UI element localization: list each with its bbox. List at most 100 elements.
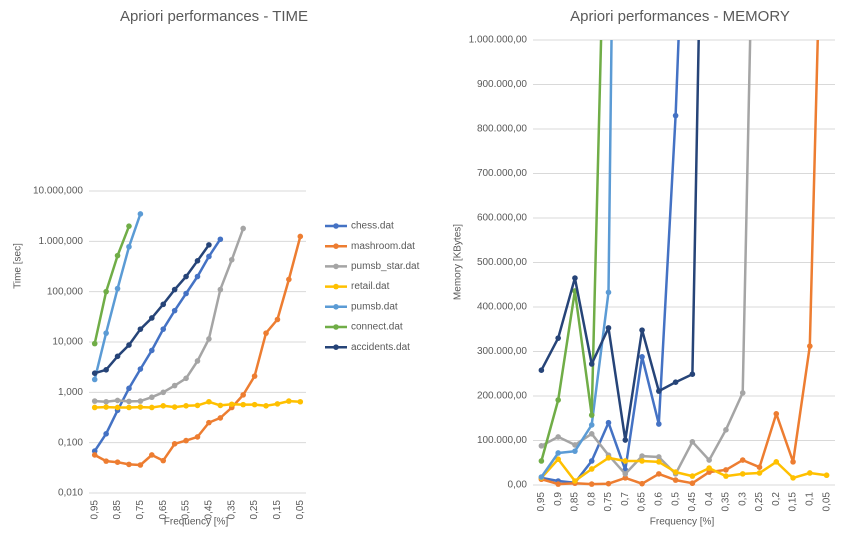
data-point — [137, 404, 144, 410]
y-tick-label: 1.000,000 — [39, 236, 84, 247]
data-point — [183, 437, 189, 444]
series-line — [93, 238, 222, 452]
x-tick-label: 0,7 — [620, 492, 631, 506]
data-point — [286, 276, 292, 283]
data-point — [689, 371, 696, 377]
data-point — [126, 223, 132, 229]
y-tick-label: 200.000,00 — [477, 391, 527, 402]
series-line — [540, 40, 752, 476]
y-tick-label: 0,100 — [58, 437, 83, 448]
data-point — [160, 403, 167, 409]
data-point — [555, 335, 561, 341]
legend-label: mashroom.dat — [351, 241, 415, 252]
x-tick-label: 0,85 — [112, 500, 123, 520]
data-point — [171, 404, 178, 410]
x-tick-label: 0,45 — [687, 492, 698, 512]
y-tick-label: 500.000,00 — [477, 257, 527, 268]
data-point — [639, 327, 645, 333]
x-tick-label: 0,05 — [821, 492, 832, 512]
data-point — [126, 461, 132, 468]
data-point — [773, 459, 780, 465]
data-point — [756, 470, 763, 476]
data-point — [807, 470, 813, 476]
y-tick-label: 0,010 — [58, 488, 83, 499]
data-point — [206, 253, 212, 260]
data-point — [739, 471, 746, 477]
x-tick-label: 0,85 — [570, 492, 581, 512]
data-point — [137, 326, 144, 332]
data-point — [555, 434, 561, 440]
data-point — [622, 471, 629, 477]
data-point — [114, 459, 121, 465]
data-point — [240, 401, 246, 408]
data-point — [194, 358, 201, 364]
data-point — [149, 452, 155, 458]
data-point — [160, 389, 167, 396]
data-point — [605, 480, 612, 487]
data-point — [114, 353, 121, 360]
x-tick-label: 0,35 — [226, 500, 237, 520]
data-point — [588, 458, 595, 464]
data-point — [114, 397, 121, 404]
data-point — [263, 403, 269, 409]
x-axis-label: Frequency [%] — [650, 517, 715, 528]
data-point — [588, 431, 595, 437]
chart-title: Apriori performances - TIME — [120, 8, 308, 25]
data-point — [91, 398, 98, 404]
data-point — [206, 336, 212, 342]
data-point — [263, 330, 269, 336]
x-tick-label: 0,2 — [771, 492, 782, 506]
data-point — [126, 398, 132, 405]
data-point — [538, 367, 545, 373]
data-point — [206, 419, 212, 426]
data-point — [137, 398, 144, 404]
data-point — [672, 112, 679, 119]
series-line — [541, 40, 680, 485]
data-point — [103, 398, 109, 405]
data-point — [160, 301, 167, 308]
data-point — [555, 481, 561, 487]
legend-marker — [333, 263, 339, 270]
y-tick-label: 700.000,00 — [477, 168, 527, 179]
data-point — [689, 473, 696, 479]
y-tick-label: 400.000,00 — [477, 302, 527, 313]
data-point — [194, 273, 201, 280]
x-tick-label: 0,9 — [553, 492, 564, 506]
data-point — [706, 465, 712, 471]
data-point — [171, 382, 178, 389]
x-tick-label: 0,35 — [721, 492, 732, 512]
data-point — [689, 480, 696, 487]
data-point — [183, 290, 189, 297]
data-point — [739, 390, 746, 396]
data-point — [194, 402, 201, 409]
data-point — [588, 481, 595, 487]
y-tick-label: 10,000 — [52, 337, 83, 348]
data-point — [706, 469, 712, 475]
data-point — [538, 458, 545, 464]
data-point — [790, 475, 796, 481]
legend-label: connect.dat — [351, 322, 403, 333]
x-tick-label: 0,1 — [804, 492, 815, 506]
data-point — [103, 367, 109, 373]
data-point — [622, 437, 629, 443]
data-point — [756, 464, 763, 471]
series-line — [93, 225, 131, 344]
data-point — [91, 340, 98, 347]
chart-title: Apriori performances - MEMORY — [570, 8, 790, 25]
data-point — [605, 455, 612, 461]
data-point — [739, 457, 746, 463]
data-point — [656, 421, 662, 427]
legend-marker — [333, 304, 339, 310]
data-point — [91, 448, 98, 454]
data-point — [605, 325, 612, 331]
y-tick-label: 1,000 — [58, 387, 83, 398]
data-point — [622, 475, 629, 481]
data-point — [240, 392, 246, 398]
x-tick-label: 0,55 — [181, 500, 192, 520]
legend-label: chess.dat — [351, 221, 394, 232]
legend-label: pumsb_star.dat — [351, 261, 420, 272]
x-tick-label: 0,65 — [637, 492, 648, 512]
y-tick-label: 0,00 — [508, 480, 528, 491]
